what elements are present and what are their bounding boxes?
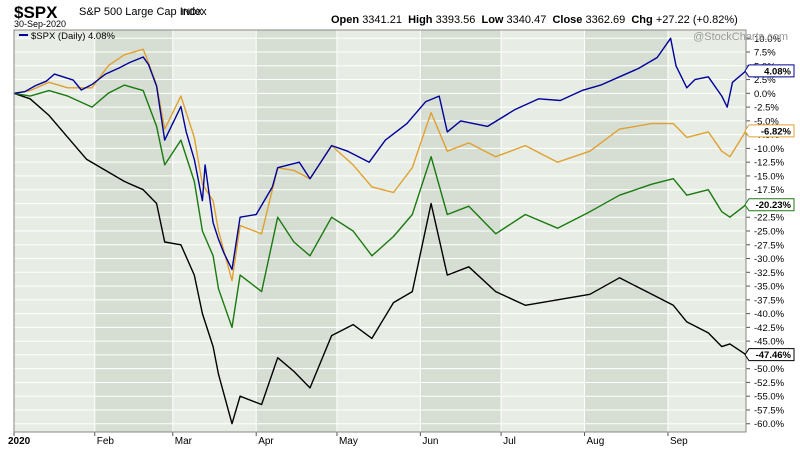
x-tick-label: Jun <box>422 436 438 447</box>
y-tick-label: -57.5% <box>754 405 785 416</box>
y-tick-label: -45.0% <box>754 337 785 348</box>
ohlc-readout: Open 3341.21 High 3393.56 Low 3340.47 Cl… <box>331 14 738 26</box>
x-tick-label: Apr <box>258 436 274 447</box>
y-tick-label: -42.5% <box>754 323 785 334</box>
y-tick-label: -10.0% <box>754 144 785 155</box>
open-label: Open <box>331 14 360 26</box>
chart-header: $SPX S&P 500 Large Cap Index INDX 30-Sep… <box>0 0 800 30</box>
legend-label: $SPX (Daily) 4.08% <box>31 31 116 42</box>
y-tick-label: -27.5% <box>754 240 785 251</box>
close-value: 3362.69 <box>585 14 626 26</box>
y-tick-label: -5.0% <box>754 116 779 127</box>
grid-lines <box>13 30 746 432</box>
y-tick-label: -15.0% <box>754 171 785 182</box>
x-tick-label: Aug <box>587 436 605 447</box>
y-tick-label: -35.0% <box>754 282 785 293</box>
end-value-label: -20.23% <box>756 200 792 211</box>
y-tick-label: -52.5% <box>754 378 785 389</box>
end-value-label: 4.08% <box>764 66 791 77</box>
x-tick-label: Feb <box>97 436 115 447</box>
x-tick-label: Mar <box>175 436 193 447</box>
high-label: High <box>408 14 433 26</box>
end-value-labels: 4.08% -6.82% -20.23% -47.46% <box>744 64 795 362</box>
y-tick-label: -37.5% <box>754 295 785 306</box>
end-value-badge <box>744 64 795 78</box>
close-label: Close <box>552 14 583 26</box>
y-tick-label: -55.0% <box>754 392 785 403</box>
end-value-badge <box>744 124 795 138</box>
y-tick-label: -25.0% <box>754 227 785 238</box>
end-value-label: -47.46% <box>756 350 792 361</box>
change-label: Chg <box>631 14 653 26</box>
series-line[interactable] <box>13 92 747 425</box>
low-value: 3340.47 <box>506 14 547 26</box>
y-tick-label: -17.5% <box>754 185 785 196</box>
x-tick-label: 2020 <box>8 436 31 447</box>
y-tick-label: 7.5% <box>754 48 776 59</box>
series-line[interactable] <box>13 48 747 282</box>
x-tick-label: Jul <box>503 436 516 447</box>
series-lines[interactable] <box>13 37 747 425</box>
quote-date: 30-Sep-2020 <box>14 19 67 29</box>
x-tick-label: May <box>339 436 358 447</box>
y-tick-label: -2.5% <box>754 103 779 114</box>
y-tick-label: -40.0% <box>754 309 785 320</box>
y-tick-label: -22.5% <box>754 213 785 224</box>
change-value: +27.22 (+0.82%) <box>655 14 738 26</box>
end-value-badge <box>744 348 795 362</box>
open-value: 3341.21 <box>362 14 402 26</box>
high-value: 3393.56 <box>435 14 476 26</box>
legend: $SPX (Daily) 4.08% <box>19 31 116 42</box>
watermark: @StockCharts.com <box>693 31 788 43</box>
y-tick-label: -60.0% <box>754 419 785 430</box>
y-tick-label: -30.0% <box>754 254 785 265</box>
plot-border <box>13 29 747 433</box>
y-tick-label: -32.5% <box>754 268 785 279</box>
low-label: Low <box>481 14 504 26</box>
end-value-label: -6.82% <box>761 126 792 137</box>
end-value-badge <box>744 198 795 212</box>
series-line[interactable] <box>13 84 747 329</box>
y-tick-label: -12.5% <box>754 158 785 169</box>
y-tick-label: 0.0% <box>754 89 776 100</box>
y-tick-label: -50.0% <box>754 364 785 375</box>
x-tick-label: Sep <box>670 436 688 447</box>
y-tick-label: 10.0% <box>754 34 781 45</box>
ticker-symbol[interactable]: $SPX <box>14 3 58 22</box>
series-line[interactable] <box>13 37 747 271</box>
index-name: S&P 500 Large Cap Index <box>79 6 207 18</box>
y-tick-label: 2.5% <box>754 75 776 86</box>
exchange-code: INDX <box>181 7 203 17</box>
